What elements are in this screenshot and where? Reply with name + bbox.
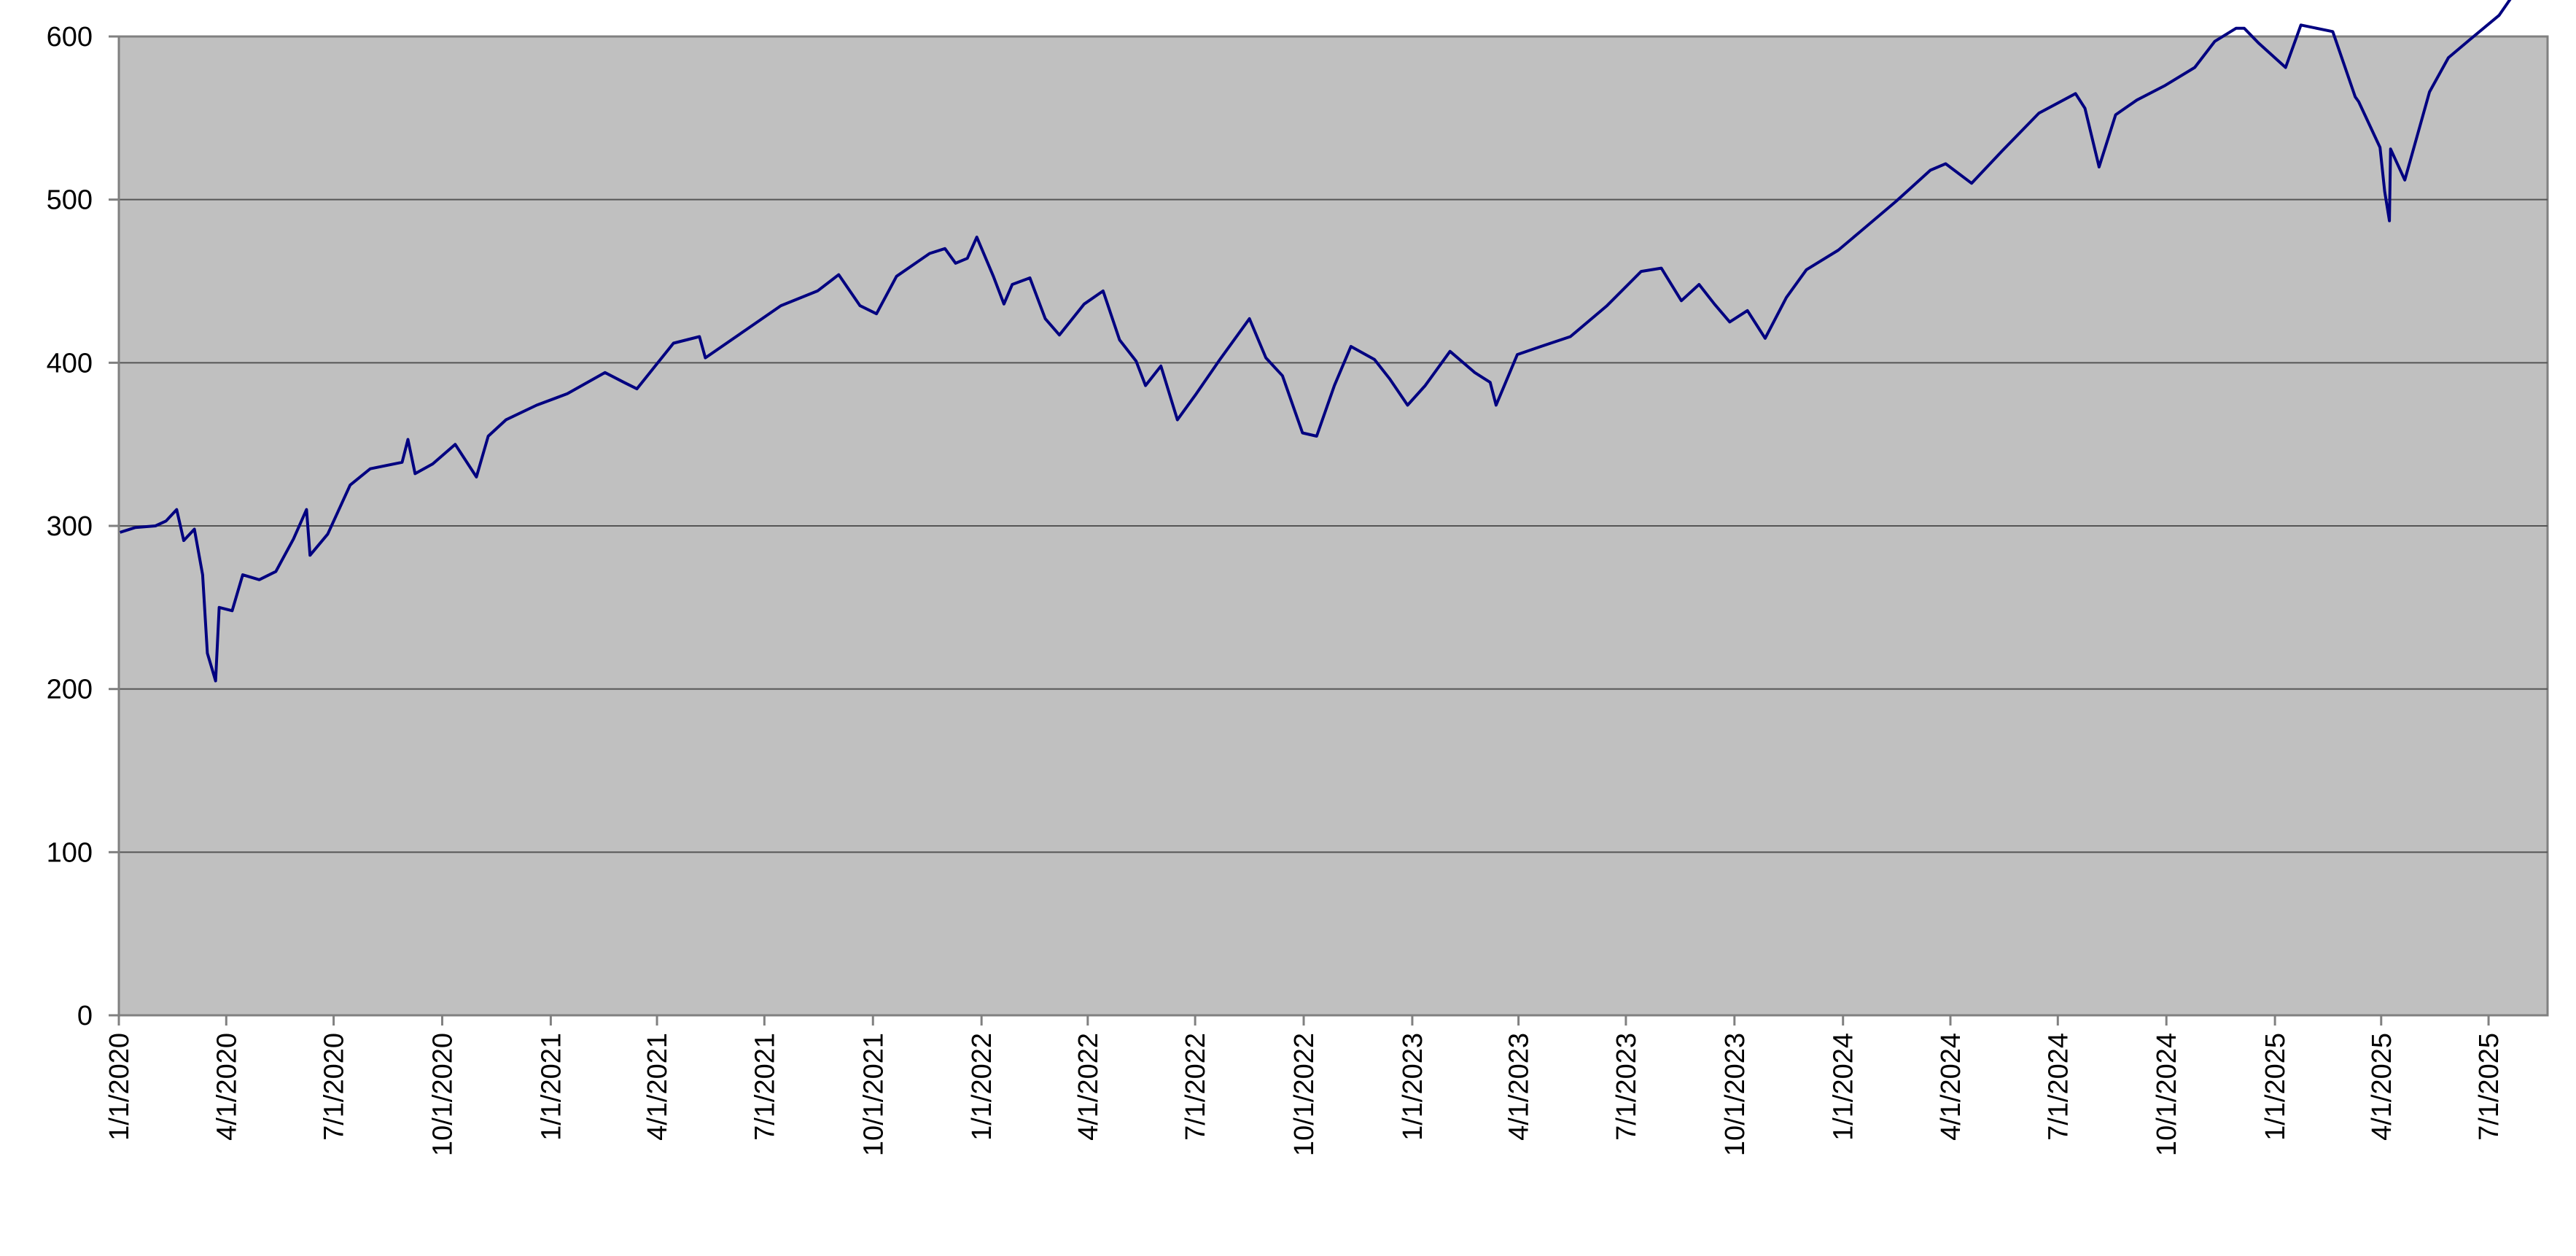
series-line — [119, 0, 2512, 683]
x-tick-label: 1/1/2023 — [1398, 1033, 1428, 1141]
x-tick-label: 10/1/2020 — [427, 1033, 458, 1156]
x-tick-label: 4/1/2021 — [642, 1033, 673, 1141]
y-tick-labels: 0 100 200 300 400 500 600 — [47, 22, 93, 1031]
x-tick-label: 7/1/2022 — [1180, 1033, 1211, 1141]
x-tick-label: 4/1/2022 — [1073, 1033, 1104, 1141]
x-tick-label: 4/1/2020 — [211, 1033, 242, 1141]
x-tick-labels: 1/1/2020 4/1/2020 7/1/2020 10/1/2020 1/1/202… — [104, 1033, 2505, 1156]
gridlines — [109, 35, 2548, 1026]
x-tick-label: 7/1/2024 — [2043, 1033, 2074, 1141]
y-tick-label: 300 — [47, 511, 93, 542]
x-tick-label: 10/1/2021 — [858, 1033, 889, 1156]
x-tick-label: 7/1/2025 — [2474, 1033, 2505, 1141]
x-tick-label: 7/1/2020 — [319, 1033, 350, 1141]
x-tick-label: 1/1/2022 — [967, 1033, 997, 1141]
x-tick-label: 10/1/2023 — [1720, 1033, 1751, 1156]
y-tick-label: 200 — [47, 675, 93, 705]
x-tick-label: 4/1/2023 — [1504, 1033, 1535, 1141]
axes — [117, 36, 2548, 1017]
y-tick-label: 600 — [47, 22, 93, 53]
y-tick-label: 0 — [77, 1001, 93, 1031]
y-tick-label: 100 — [47, 837, 93, 868]
x-tick-label: 7/1/2021 — [750, 1033, 780, 1141]
x-tick-label: 7/1/2023 — [1611, 1033, 1642, 1141]
x-tick-label: 1/1/2021 — [536, 1033, 567, 1141]
series-layer — [119, 0, 2512, 683]
y-tick-label: 400 — [47, 348, 93, 379]
y-tick-label: 500 — [47, 185, 93, 216]
x-tick-label: 1/1/2025 — [2260, 1033, 2291, 1141]
x-tick-label: 1/1/2020 — [104, 1033, 135, 1141]
x-tick-label: 4/1/2024 — [1936, 1033, 1966, 1141]
x-tick-label: 10/1/2024 — [2152, 1033, 2182, 1156]
x-tick-label: 1/1/2024 — [1829, 1033, 1859, 1141]
x-tick-label: 10/1/2022 — [1289, 1033, 1320, 1156]
x-tick-label: 4/1/2025 — [2367, 1033, 2397, 1141]
